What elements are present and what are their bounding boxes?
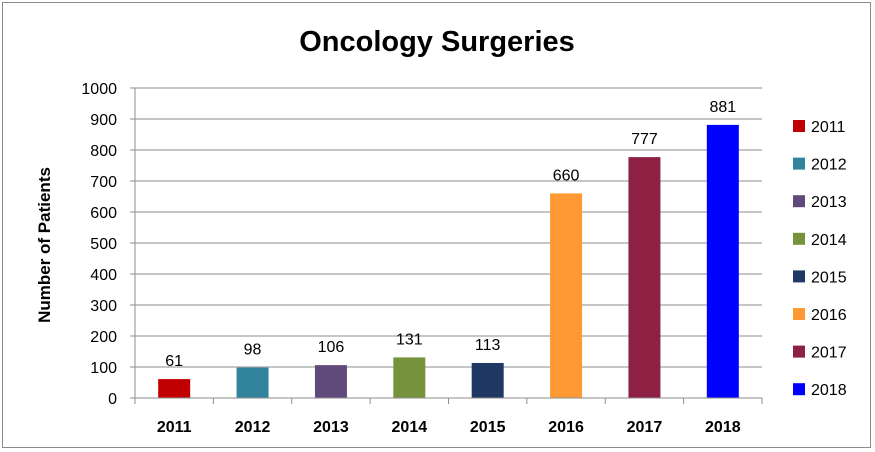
chart-title: Oncology Surgeries xyxy=(299,26,575,58)
legend-swatch-2016 xyxy=(793,308,805,320)
data-label-2014: 131 xyxy=(396,331,423,348)
y-tick-label: 900 xyxy=(90,112,117,129)
legend-label-2016: 2016 xyxy=(811,307,847,324)
y-axis-label: Number of Patients xyxy=(35,167,54,323)
bar-2014 xyxy=(393,357,426,398)
y-tick-label: 300 xyxy=(90,298,117,315)
legend-swatch-2018 xyxy=(793,383,805,396)
data-label-2017: 777 xyxy=(631,131,658,148)
legend-swatch-2013 xyxy=(793,195,805,208)
x-tick-label-2017: 2017 xyxy=(627,419,663,436)
legend-label-2018: 2018 xyxy=(811,382,847,399)
data-labels: 61 98 106 131 113 660 777 881 xyxy=(165,99,736,370)
legend-label-2012: 2012 xyxy=(811,157,847,174)
y-tick-label: 800 xyxy=(90,143,117,160)
legend-swatch-2014 xyxy=(793,232,805,245)
legend: 2011 2012 2013 2014 2015 2016 2017 2018 xyxy=(793,119,847,399)
legend-label-2015: 2015 xyxy=(811,269,847,286)
y-tick-label: 100 xyxy=(90,360,117,377)
bar-2012 xyxy=(236,367,269,398)
y-tick-label: 700 xyxy=(90,174,117,191)
legend-label-2011: 2011 xyxy=(811,119,846,136)
bar-2011 xyxy=(158,379,191,398)
legend-label-2017: 2017 xyxy=(811,345,847,362)
x-tick-label-2016: 2016 xyxy=(548,419,584,436)
legend-swatch-2015 xyxy=(793,270,805,283)
y-tick-label: 200 xyxy=(90,329,117,346)
data-label-2015: 113 xyxy=(475,337,501,354)
y-tick-label: 500 xyxy=(90,236,117,253)
bar-2016 xyxy=(550,193,583,398)
x-tick-label-2014: 2014 xyxy=(392,419,428,436)
x-tick-label-2018: 2018 xyxy=(705,419,741,436)
x-tick-label-2015: 2015 xyxy=(470,419,506,436)
data-label-2012: 98 xyxy=(244,342,262,359)
legend-label-2013: 2013 xyxy=(811,194,847,211)
bars xyxy=(158,124,739,398)
x-tick-label-2011: 2011 xyxy=(157,419,192,436)
data-label-2018: 881 xyxy=(709,99,736,116)
x-tick-label-2013: 2013 xyxy=(313,419,349,436)
y-tick-label: 400 xyxy=(90,267,117,284)
y-tick-label: 1000 xyxy=(81,81,117,98)
x-axis: 2011 2012 2013 2014 2015 2016 2017 2018 xyxy=(134,88,763,436)
data-label-2016: 660 xyxy=(553,167,580,184)
data-label-2013: 106 xyxy=(318,339,345,356)
legend-swatch-2012 xyxy=(793,157,805,170)
bar-2013 xyxy=(314,365,347,398)
gridlines xyxy=(135,87,762,368)
bar-2015 xyxy=(471,362,504,398)
legend-label-2014: 2014 xyxy=(811,232,847,249)
bar-2017 xyxy=(628,157,661,398)
x-tick-label-2012: 2012 xyxy=(235,419,271,436)
y-tick-label: 0 xyxy=(108,391,117,408)
y-axis-ticks: 0 100 200 300 400 500 600 700 800 900 1000 xyxy=(81,81,135,408)
legend-swatch-2017 xyxy=(793,345,805,358)
bar-2018 xyxy=(706,124,739,398)
data-label-2011: 61 xyxy=(165,353,183,370)
legend-swatch-2011 xyxy=(793,120,805,132)
y-tick-label: 600 xyxy=(90,205,117,222)
